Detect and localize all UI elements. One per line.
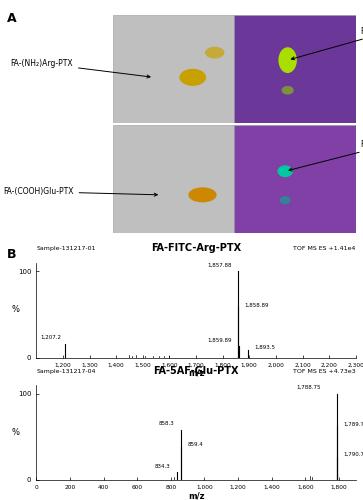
Title: FA-FITC-Arg-PTX: FA-FITC-Arg-PTX (151, 244, 241, 254)
X-axis label: m/z: m/z (188, 491, 204, 500)
Bar (113, 125, 234, 232)
Text: 1,858.89: 1,858.89 (245, 302, 269, 308)
Ellipse shape (205, 46, 224, 58)
Text: FA-FITC-Arg-PTX: FA-FITC-Arg-PTX (291, 26, 363, 60)
Ellipse shape (277, 166, 293, 177)
Ellipse shape (278, 48, 297, 73)
Text: 858.3: 858.3 (159, 422, 174, 426)
Text: Sample-131217-01: Sample-131217-01 (36, 246, 96, 251)
Ellipse shape (282, 86, 294, 94)
Text: FA-(COOH)Glu-PTX: FA-(COOH)Glu-PTX (3, 187, 157, 196)
Text: 1,790.76: 1,790.76 (344, 452, 363, 456)
Ellipse shape (179, 68, 206, 86)
Bar (234, 125, 356, 232)
Text: 834.3: 834.3 (154, 464, 170, 469)
Ellipse shape (188, 188, 217, 202)
Text: 1,893.5: 1,893.5 (254, 344, 275, 350)
Bar (113, 15, 234, 122)
Text: B: B (7, 248, 17, 260)
Y-axis label: %: % (11, 306, 19, 314)
Text: 1,859.89: 1,859.89 (208, 338, 232, 343)
Text: 1,789.76: 1,789.76 (344, 422, 363, 426)
Ellipse shape (280, 196, 290, 204)
Title: FA-5AF-Glu-PTX: FA-5AF-Glu-PTX (153, 366, 239, 376)
Text: Sample-131217-04: Sample-131217-04 (36, 368, 96, 374)
Text: 859.4: 859.4 (187, 442, 203, 447)
Text: 1,857.88: 1,857.88 (207, 262, 232, 268)
Text: TOF MS ES +4.73e3: TOF MS ES +4.73e3 (293, 368, 356, 374)
Text: FA-5AF-Glu-PTX: FA-5AF-Glu-PTX (289, 140, 363, 171)
Text: FA-(NH₂)Arg-PTX: FA-(NH₂)Arg-PTX (11, 59, 150, 78)
Y-axis label: %: % (11, 428, 19, 437)
Text: A: A (7, 12, 17, 26)
X-axis label: m/z: m/z (188, 369, 204, 378)
Text: TOF MS ES +1.41e4: TOF MS ES +1.41e4 (293, 246, 356, 251)
Bar (234, 15, 356, 122)
Text: 1,207.2: 1,207.2 (41, 335, 62, 340)
Text: 1,788.75: 1,788.75 (297, 385, 321, 390)
